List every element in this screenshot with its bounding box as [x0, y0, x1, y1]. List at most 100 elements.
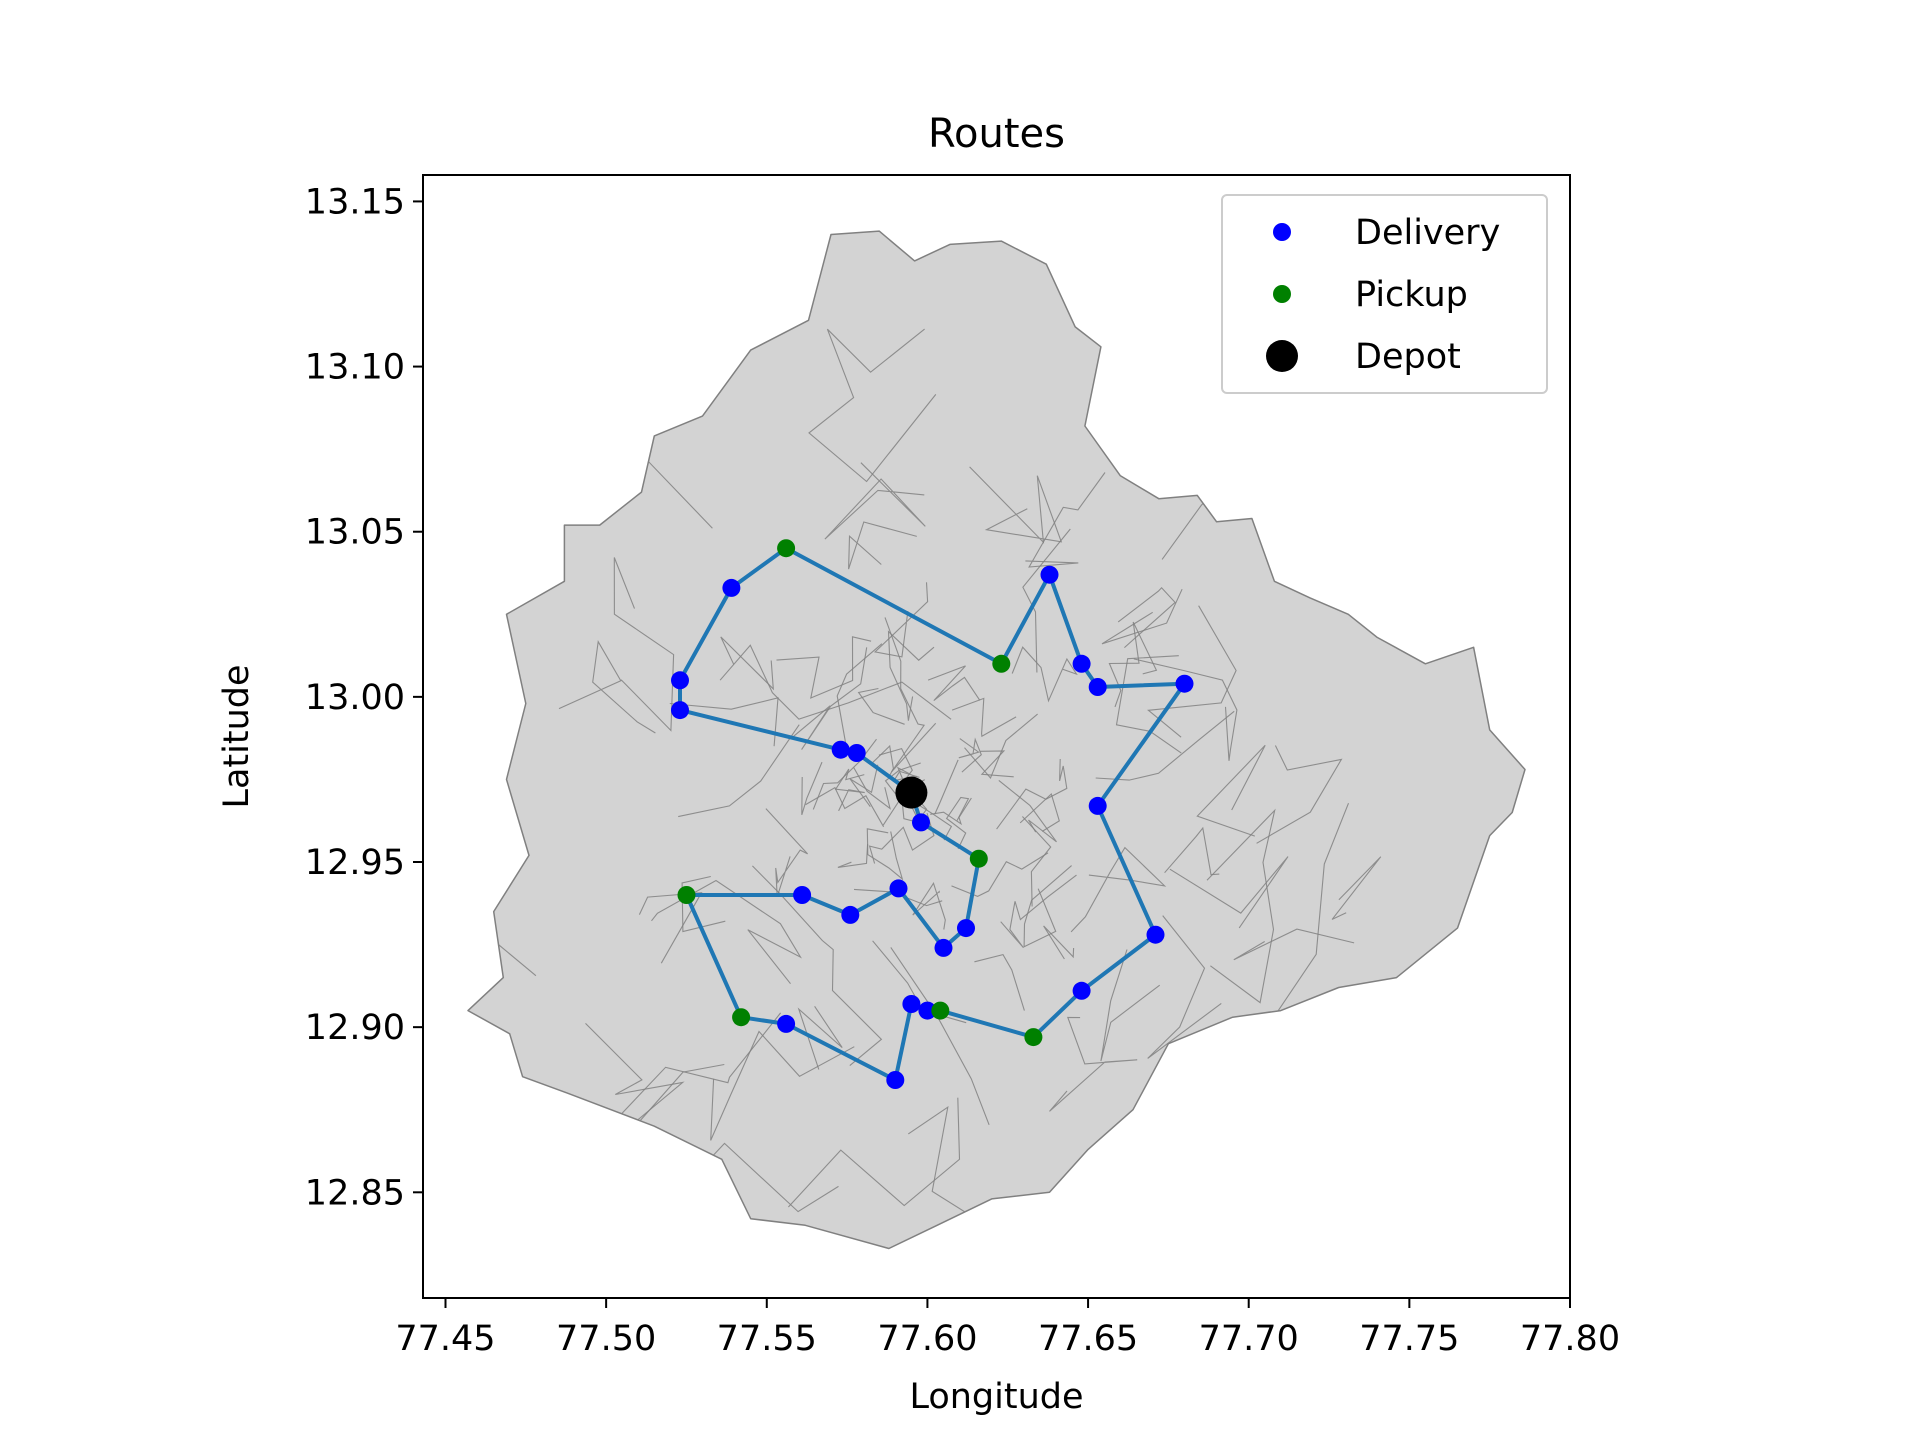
- ward-boundary: [934, 759, 959, 815]
- y-axis-label: Latitude: [217, 664, 257, 808]
- delivery-point: [1088, 678, 1107, 696]
- pickup-point: [677, 886, 696, 904]
- x-tick-label: 77.45: [395, 1319, 495, 1359]
- delivery-point: [1175, 674, 1194, 693]
- delivery-point: [886, 1071, 905, 1089]
- ward-boundary: [1022, 528, 1071, 673]
- legend-label-pickup: Pickup: [1355, 275, 1468, 315]
- ward-boundary: [980, 750, 1014, 778]
- ward-boundary: [853, 888, 943, 907]
- ward-boundary: [710, 1030, 855, 1141]
- ward-boundary: [651, 879, 802, 985]
- ward-boundary: [868, 812, 935, 864]
- ward-boundary: [558, 640, 656, 734]
- pickup-point: [931, 1001, 950, 1020]
- x-tick-label: 77.50: [556, 1319, 656, 1359]
- ward-boundary: [720, 636, 774, 691]
- chart-title: Routes: [928, 111, 1065, 157]
- ward-boundary: [1206, 808, 1276, 1004]
- x-tick-label: 77.75: [1359, 1319, 1459, 1359]
- x-tick-label: 77.80: [1520, 1319, 1620, 1359]
- ward-boundary: [797, 1005, 843, 1070]
- ward-boundary: [853, 767, 891, 810]
- pickup-point: [777, 539, 796, 558]
- ward-boundary: [1025, 472, 1106, 568]
- ward-boundary: [614, 1012, 782, 1121]
- delivery-point: [1072, 981, 1091, 1000]
- ward-boundary: [1021, 816, 1052, 907]
- delivery-point: [889, 879, 908, 898]
- x-axis: 77.45 77.50 77.55 77.60 77.65 77.70 77.75 77.80: [395, 1298, 1620, 1359]
- ward-boundary: [1133, 658, 1238, 761]
- pickup-point: [1024, 1028, 1043, 1047]
- ward-boundary: [808, 328, 937, 483]
- ward-boundary: [1331, 856, 1382, 920]
- delivery-point: [847, 744, 866, 762]
- ward-boundary: [930, 797, 972, 826]
- ward-boundary: [887, 630, 935, 721]
- ward-boundary: [996, 758, 1068, 830]
- ward-boundary: [890, 947, 990, 1125]
- ward-boundary: [871, 744, 894, 777]
- ward-boundary: [776, 636, 872, 699]
- ward-boundary: [912, 882, 946, 930]
- delivery-point: [777, 1014, 796, 1033]
- legend-marker-pickup: [1273, 285, 1291, 303]
- points-layer: [671, 539, 1194, 1089]
- ward-boundary: [1164, 826, 1220, 876]
- ward-boundary: [801, 761, 823, 816]
- y-axis: 12.85 12.90 12.95 13.00 13.05 13.10 13.15: [305, 182, 423, 1213]
- ward-boundary: [787, 1097, 961, 1208]
- delivery-point: [831, 740, 850, 759]
- y-tick-label: 12.95: [305, 843, 405, 883]
- ward-boundary: [613, 557, 675, 732]
- legend-marker-delivery: [1273, 223, 1291, 241]
- ward-boundary: [1019, 792, 1060, 832]
- ward-boundary: [824, 462, 926, 540]
- ward-boundary: [1100, 949, 1161, 1062]
- delivery-point: [1072, 654, 1091, 673]
- delivery-point: [957, 919, 975, 938]
- pickup-point: [969, 849, 988, 868]
- ward-boundary: [1147, 915, 1222, 1059]
- x-tick-label: 77.70: [1199, 1319, 1299, 1359]
- delivery-point: [902, 995, 921, 1013]
- ward-boundary: [1043, 925, 1075, 960]
- ward-boundary: [805, 786, 885, 828]
- ward-boundary: [681, 875, 726, 933]
- ward-boundary: [873, 582, 929, 658]
- delivery-point: [793, 886, 812, 904]
- legend: Delivery Pickup Depot: [1221, 194, 1548, 394]
- ward-boundary: [857, 687, 905, 725]
- y-tick-label: 13.10: [305, 348, 405, 388]
- ward-boundary: [1196, 744, 1266, 837]
- ward-boundary: [882, 762, 921, 826]
- ward-boundary: [669, 697, 779, 747]
- ward-boundary: [678, 724, 800, 818]
- delivery-point: [1146, 925, 1165, 944]
- ward-boundary: [638, 892, 703, 964]
- ward-boundary: [1233, 928, 1355, 961]
- ward-boundary: [1169, 856, 1289, 929]
- delivery-point: [841, 905, 860, 924]
- ward-boundary: [848, 521, 917, 570]
- delivery-point: [934, 938, 953, 957]
- legend-label-depot: Depot: [1355, 337, 1461, 377]
- ward-boundary: [1117, 587, 1176, 649]
- ward-boundary: [974, 953, 1025, 1011]
- x-tick-label: 77.55: [717, 1319, 817, 1359]
- legend-label-delivery: Delivery: [1355, 213, 1500, 253]
- y-tick-label: 13.00: [305, 678, 405, 718]
- delivery-point: [671, 671, 689, 690]
- x-tick-label: 77.65: [1038, 1319, 1138, 1359]
- delivery-point: [722, 578, 741, 597]
- ward-boundary: [969, 466, 1063, 544]
- pickup-point: [732, 1008, 751, 1027]
- ward-boundary: [945, 796, 970, 850]
- ward-boundary: [958, 737, 982, 773]
- ward-boundary: [927, 665, 981, 702]
- ward-boundary: [866, 828, 904, 881]
- ward-boundary: [1108, 621, 1158, 708]
